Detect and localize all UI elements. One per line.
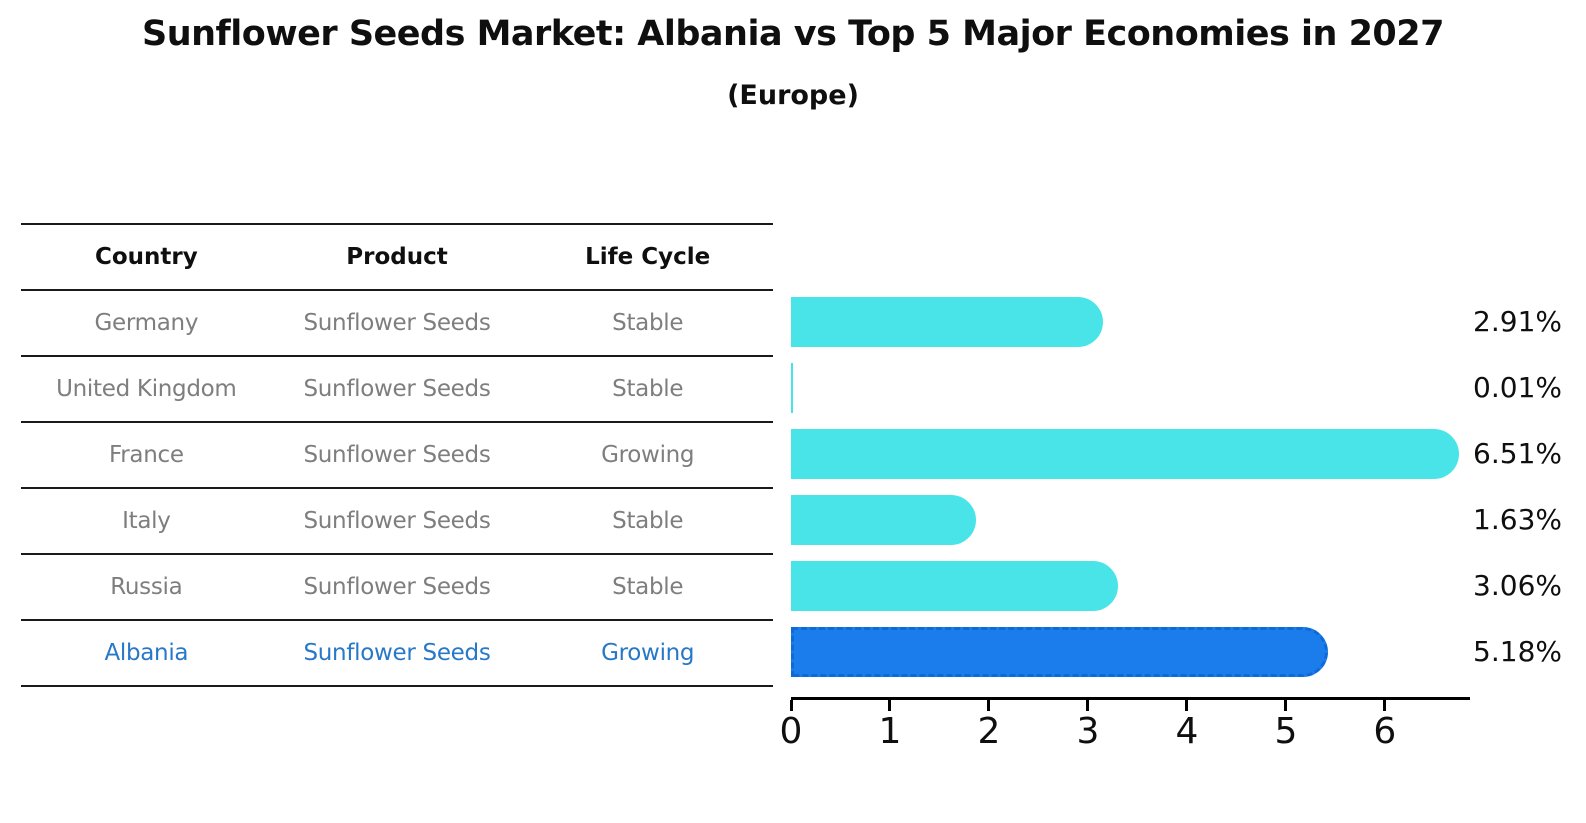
table-cell-product: Sunflower Seeds	[303, 508, 491, 534]
x-axis-tick-label: 1	[878, 711, 902, 752]
table-cell-life-cycle: Growing	[601, 640, 695, 666]
bar-united-kingdom	[791, 363, 793, 413]
value-label: 2.91%	[1473, 305, 1562, 338]
table-row: Italy Sunflower Seeds Stable	[21, 489, 773, 555]
chart-title: Sunflower Seeds Market: Albania vs Top 5…	[142, 14, 1444, 54]
x-axis-tick-label: 3	[1076, 711, 1100, 752]
table-cell-life-cycle: Growing	[601, 442, 695, 468]
x-axis-line	[791, 697, 1470, 700]
table-row: Germany Sunflower Seeds Stable	[21, 291, 773, 357]
x-axis-tick-label: 6	[1373, 711, 1397, 752]
table-cell-country: Albania	[104, 640, 189, 666]
x-axis-tick	[1383, 700, 1387, 711]
x-axis-tick	[888, 700, 892, 711]
value-label: 0.01%	[1473, 371, 1562, 404]
x-axis-tick	[1284, 700, 1288, 711]
table-row: Albania Sunflower Seeds Growing	[21, 621, 773, 687]
bar-russia	[791, 561, 1118, 611]
table-cell-country: United Kingdom	[56, 376, 237, 402]
table-cell-life-cycle: Stable	[612, 574, 684, 600]
table-row: United Kingdom Sunflower Seeds Stable	[21, 357, 773, 423]
table-row: Russia Sunflower Seeds Stable	[21, 555, 773, 621]
table-cell-product: Sunflower Seeds	[303, 310, 491, 336]
table-cell-country: Germany	[94, 310, 199, 336]
x-axis-tick	[1185, 700, 1189, 711]
bar-france	[791, 429, 1460, 479]
table-cell-country: Russia	[110, 574, 183, 600]
x-axis-tick-label: 0	[779, 711, 803, 752]
table-cell-life-cycle: Stable	[612, 376, 684, 402]
table-header-country: Country	[94, 244, 198, 270]
bar-germany	[791, 297, 1104, 347]
table-cell-product: Sunflower Seeds	[303, 376, 491, 402]
value-label: 3.06%	[1473, 569, 1562, 602]
table-cell-country: France	[108, 442, 184, 468]
table-cell-life-cycle: Stable	[612, 508, 684, 534]
table-cell-product: Sunflower Seeds	[303, 640, 491, 666]
x-axis-tick	[1086, 700, 1090, 711]
value-label: 1.63%	[1473, 503, 1562, 536]
table-header-product: Product	[346, 244, 448, 270]
table-cell-product: Sunflower Seeds	[303, 574, 491, 600]
value-label: 6.51%	[1473, 437, 1562, 470]
table-row: France Sunflower Seeds Growing	[21, 423, 773, 489]
country-table: Country Product Life Cycle Germany Sunflo…	[21, 223, 773, 687]
table-header-row: Country Product Life Cycle	[21, 225, 773, 291]
x-axis-tick-label: 2	[977, 711, 1001, 752]
x-axis-tick	[987, 700, 991, 711]
table-cell-product: Sunflower Seeds	[303, 442, 491, 468]
bar-italy	[791, 495, 977, 545]
bar-albania-highlight	[791, 627, 1328, 677]
chart-subtitle: (Europe)	[727, 80, 859, 111]
x-axis-tick-label: 4	[1175, 711, 1199, 752]
table-body: Germany Sunflower Seeds Stable United Kingd…	[21, 291, 773, 687]
x-axis-tick	[789, 700, 793, 711]
table-cell-life-cycle: Stable	[612, 310, 684, 336]
x-axis-tick-label: 5	[1274, 711, 1298, 752]
table-cell-country: Italy	[122, 508, 171, 534]
value-label: 5.18%	[1473, 635, 1562, 668]
table-header-life-cycle: Life Cycle	[585, 244, 711, 270]
